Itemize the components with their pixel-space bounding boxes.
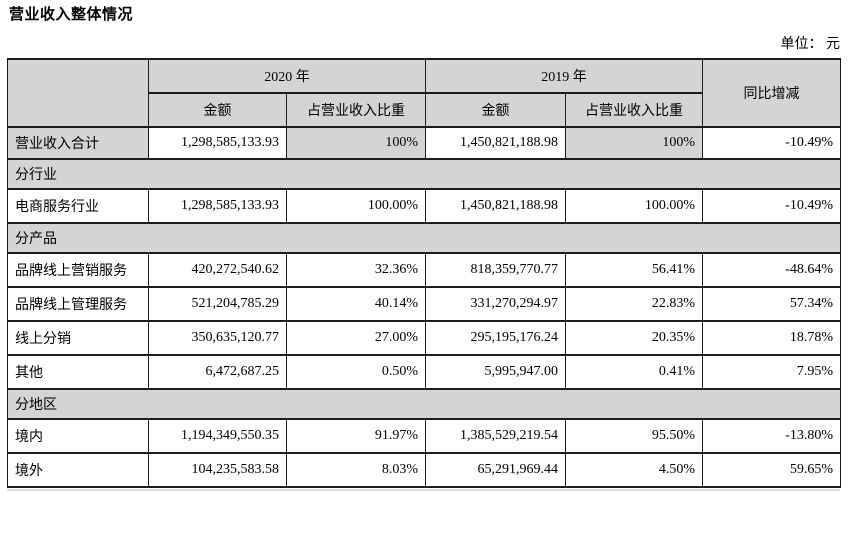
section-row-region: 分地区 [7, 388, 841, 420]
row-label: 境外 [7, 452, 149, 488]
row-label: 线上分销 [7, 320, 149, 356]
revenue-table: 2020 年 2019 年 同比增减 金额 占营业收入比重 金额 占营业收入比重… [7, 58, 841, 488]
row-label: 境内 [7, 418, 149, 454]
corner-cell [7, 58, 149, 128]
yoy-cell: -48.64% [702, 252, 841, 288]
share-2020-cell: 100.00% [286, 188, 426, 224]
table-row: 电商服务行业 1,298,585,133.93 100.00% 1,450,82… [7, 188, 841, 224]
section-label: 分产品 [7, 222, 841, 254]
header-row-years: 2020 年 2019 年 同比增减 [7, 58, 841, 128]
amount-2019-cell: 1,450,821,188.98 [425, 188, 566, 224]
yoy-cell: -10.49% [702, 126, 841, 160]
row-label: 品牌线上管理服务 [7, 286, 149, 322]
table-row: 品牌线上营销服务 420,272,540.62 32.36% 818,359,7… [7, 252, 841, 288]
share-2020-cell: 27.00% [286, 320, 426, 356]
table-row: 品牌线上管理服务 521,204,785.29 40.14% 331,270,2… [7, 286, 841, 322]
yoy-cell: -13.80% [702, 418, 841, 454]
share-2019-header: 占营业收入比重 [565, 92, 703, 128]
share-2020-header: 占营业收入比重 [286, 92, 426, 128]
section-label: 分行业 [7, 158, 841, 190]
yoy-header: 同比增减 [702, 58, 841, 128]
section-row-industry: 分行业 [7, 158, 841, 190]
amount-2019-cell: 1,385,529,219.54 [425, 418, 566, 454]
year-2020-header: 2020 年 [148, 58, 426, 94]
share-2020-cell: 8.03% [286, 452, 426, 488]
amount-2020-cell: 1,194,349,550.35 [148, 418, 287, 454]
table-row: 境内 1,194,349,550.35 91.97% 1,385,529,219… [7, 418, 841, 454]
amount-2019-cell: 5,995,947.00 [425, 354, 566, 390]
page-title: 营业收入整体情况 [9, 7, 134, 23]
amount-2020-cell: 521,204,785.29 [148, 286, 287, 322]
amount-2019-header: 金额 [425, 92, 566, 128]
row-label: 电商服务行业 [7, 188, 149, 224]
table-row-total: 营业收入合计 1,298,585,133.93 100% 1,450,821,1… [7, 126, 841, 160]
unit-label: 单位： 元 [780, 37, 841, 52]
amount-2020-cell: 350,635,120.77 [148, 320, 287, 356]
amount-2020-cell: 420,272,540.62 [148, 252, 287, 288]
document-page: 营业收入整体情况 单位： 元 2020 年 2019 年 同比增减 金额 占营业… [0, 6, 858, 547]
amount-2020-cell: 1,298,585,133.93 [148, 126, 287, 160]
yoy-cell: 57.34% [702, 286, 841, 322]
amount-2019-cell: 65,291,969.44 [425, 452, 566, 488]
amount-2019-cell: 295,195,176.24 [425, 320, 566, 356]
share-2020-cell: 0.50% [286, 354, 426, 390]
share-2020-cell: 40.14% [286, 286, 426, 322]
amount-2020-cell: 104,235,583.58 [148, 452, 287, 488]
share-2020-cell: 91.97% [286, 418, 426, 454]
table-row: 线上分销 350,635,120.77 27.00% 295,195,176.2… [7, 320, 841, 356]
row-label: 品牌线上营销服务 [7, 252, 149, 288]
section-row-product: 分产品 [7, 222, 841, 254]
amount-2020-header: 金额 [148, 92, 287, 128]
next-table-edge [7, 489, 840, 491]
yoy-cell: -10.49% [702, 188, 841, 224]
amount-2020-cell: 6,472,687.25 [148, 354, 287, 390]
amount-2019-cell: 331,270,294.97 [425, 286, 566, 322]
share-2019-cell: 100% [565, 126, 703, 160]
share-2019-cell: 100.00% [565, 188, 703, 224]
section-label: 分地区 [7, 388, 841, 420]
share-2019-cell: 22.83% [565, 286, 703, 322]
yoy-cell: 59.65% [702, 452, 841, 488]
amount-2020-cell: 1,298,585,133.93 [148, 188, 287, 224]
share-2020-cell: 32.36% [286, 252, 426, 288]
table-row: 境外 104,235,583.58 8.03% 65,291,969.44 4.… [7, 452, 841, 488]
row-label: 营业收入合计 [7, 126, 149, 160]
table-row: 其他 6,472,687.25 0.50% 5,995,947.00 0.41%… [7, 354, 841, 390]
share-2019-cell: 20.35% [565, 320, 703, 356]
share-2019-cell: 0.41% [565, 354, 703, 390]
share-2019-cell: 95.50% [565, 418, 703, 454]
amount-2019-cell: 818,359,770.77 [425, 252, 566, 288]
share-2019-cell: 56.41% [565, 252, 703, 288]
share-2020-cell: 100% [286, 126, 426, 160]
amount-2019-cell: 1,450,821,188.98 [425, 126, 566, 160]
header-row-metrics: 金额 占营业收入比重 金额 占营业收入比重 [8, 92, 841, 128]
row-label: 其他 [7, 354, 149, 390]
year-2019-header: 2019 年 [425, 58, 703, 94]
share-2019-cell: 4.50% [565, 452, 703, 488]
yoy-cell: 18.78% [702, 320, 841, 356]
yoy-cell: 7.95% [702, 354, 841, 390]
